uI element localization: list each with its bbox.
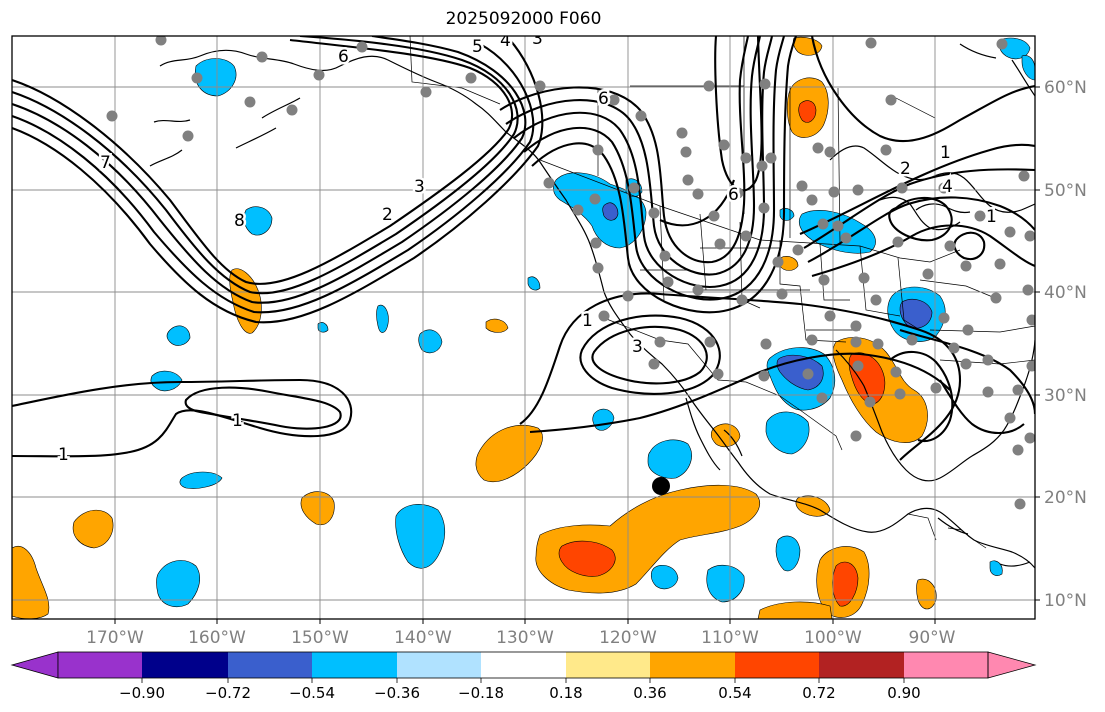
storm-position-marker xyxy=(652,477,670,495)
colorbar-over-triangle xyxy=(987,651,1037,679)
field-darkblue-pnw xyxy=(602,202,619,221)
contour-lines xyxy=(12,36,1035,461)
field-blue-tropics-1 xyxy=(706,564,745,603)
colorbar-segment xyxy=(481,652,566,678)
colorbar-segment xyxy=(819,652,904,678)
latitude-axis: 60°N 50°N 40°N 30°N 20°N 10°N xyxy=(1035,78,1087,611)
field-darkblue-southwest xyxy=(776,354,824,391)
colorbar-segment xyxy=(904,652,988,678)
lon-tick-label: 110°W xyxy=(701,628,759,648)
colorbar-tick-label: 0.36 xyxy=(633,684,666,702)
contour-label: 1 xyxy=(940,143,951,163)
field-blue-small-2 xyxy=(527,276,541,291)
field-darkblue-east xyxy=(899,299,933,329)
contour-labels: 6 5 4 3 6 7 3 2 8 1 2 4 6 1 1 3 1 1 xyxy=(56,29,1000,468)
colorbar-tick-label: −0.18 xyxy=(458,684,504,702)
contour-label: 8 xyxy=(234,211,245,231)
lon-tick-label: 120°W xyxy=(599,628,657,648)
contour-label: 6 xyxy=(598,89,609,109)
lon-tick-label: 150°W xyxy=(291,628,349,648)
contour-label: 3 xyxy=(632,337,643,357)
colorbar-segment xyxy=(566,652,650,678)
colorbar-tick-label: −0.36 xyxy=(374,684,420,702)
field-blue-tropics-3 xyxy=(650,565,679,590)
lon-tick-label: 90°W xyxy=(909,628,956,648)
lon-tick-label: 170°W xyxy=(86,628,144,648)
colorbar-tick-label: 0.90 xyxy=(887,684,920,702)
colorbar-segment xyxy=(312,652,397,678)
contour-label: 2 xyxy=(382,205,393,225)
lon-tick-label: 160°W xyxy=(188,628,246,648)
contour-label: 2 xyxy=(900,159,911,179)
contour-label: 1 xyxy=(58,445,69,465)
field-blue-pacific-7 xyxy=(179,471,223,489)
lon-tick-label: 130°W xyxy=(496,628,554,648)
lon-tick-label: 140°W xyxy=(394,628,452,648)
lat-tick-label: 50°N xyxy=(1044,181,1087,201)
colorbar-tick-label: −0.72 xyxy=(205,684,251,702)
contour-label: 6 xyxy=(338,47,349,67)
lat-tick-label: 20°N xyxy=(1044,488,1087,508)
colorbar-tick-label: 0.18 xyxy=(549,684,582,702)
colorbar-tick-label: 0.54 xyxy=(718,684,751,702)
field-blue-mexico-north xyxy=(765,411,810,455)
colorbar-tick-label: 0.72 xyxy=(802,684,835,702)
field-blue-pacific-5 xyxy=(166,325,191,346)
lat-tick-label: 60°N xyxy=(1044,78,1087,98)
field-blue-offshore xyxy=(647,439,692,479)
colorbar-tick-label: −0.54 xyxy=(289,684,335,702)
map-title: 2025092000 F060 xyxy=(445,9,602,29)
field-blue-pacific-3 xyxy=(418,329,443,354)
colorbar-segment xyxy=(228,652,312,678)
field-orange-pacific-1 xyxy=(72,509,114,549)
field-red-canada xyxy=(798,100,817,123)
field-orange-offshore-mexico xyxy=(475,424,543,483)
field-blue-small-caribbean xyxy=(989,560,1003,576)
field-blue-pacific-4 xyxy=(376,304,389,333)
contour-label: 3 xyxy=(532,29,543,49)
field-red-tropical-band xyxy=(558,540,616,577)
contour-label: 4 xyxy=(500,31,511,51)
contour-label: 1 xyxy=(986,207,997,227)
contour-label: 3 xyxy=(414,177,425,197)
contour-label: 4 xyxy=(942,177,953,197)
field-orange-small-4 xyxy=(916,578,937,610)
field-orange-bottom-band xyxy=(757,601,833,619)
contour-label: 5 xyxy=(472,37,483,57)
contour-label: 1 xyxy=(582,311,593,331)
colorbar-segment xyxy=(735,652,819,678)
lon-tick-label: 100°W xyxy=(804,628,862,648)
contour-label: 1 xyxy=(232,411,243,431)
contour-label: 6 xyxy=(728,185,739,205)
lat-tick-label: 10°N xyxy=(1044,591,1087,611)
colorbar-segment xyxy=(650,652,735,678)
field-orange-small-1 xyxy=(485,318,509,333)
map-frame xyxy=(11,35,1036,620)
field-orange-small-3 xyxy=(779,256,799,271)
colorbar-segment xyxy=(142,652,228,678)
contour-label: 7 xyxy=(100,153,111,173)
colorbar-segment xyxy=(397,652,481,678)
longitude-axis: 170°W 160°W 150°W 140°W 130°W 120°W 110°… xyxy=(86,619,956,648)
lat-tick-label: 40°N xyxy=(1044,283,1087,303)
coastlines xyxy=(149,43,1035,569)
colorbar-segment xyxy=(58,652,142,678)
colorbar: −0.90 −0.72 −0.54 −0.36 −0.18 0.18 0.36 … xyxy=(10,651,1037,702)
map-panel xyxy=(12,36,1035,619)
lat-tick-label: 30°N xyxy=(1044,386,1087,406)
colorbar-under-triangle xyxy=(10,651,59,679)
field-blue-pacific-2 xyxy=(156,560,200,607)
field-blue-gulf-alaska xyxy=(243,206,273,236)
field-blue-tropics-2 xyxy=(775,535,801,572)
field-blue-east-coast xyxy=(1021,55,1035,81)
colorbar-tick-label: −0.90 xyxy=(119,684,165,702)
field-blue-small-3 xyxy=(317,322,329,333)
station-markers xyxy=(106,36,1035,510)
